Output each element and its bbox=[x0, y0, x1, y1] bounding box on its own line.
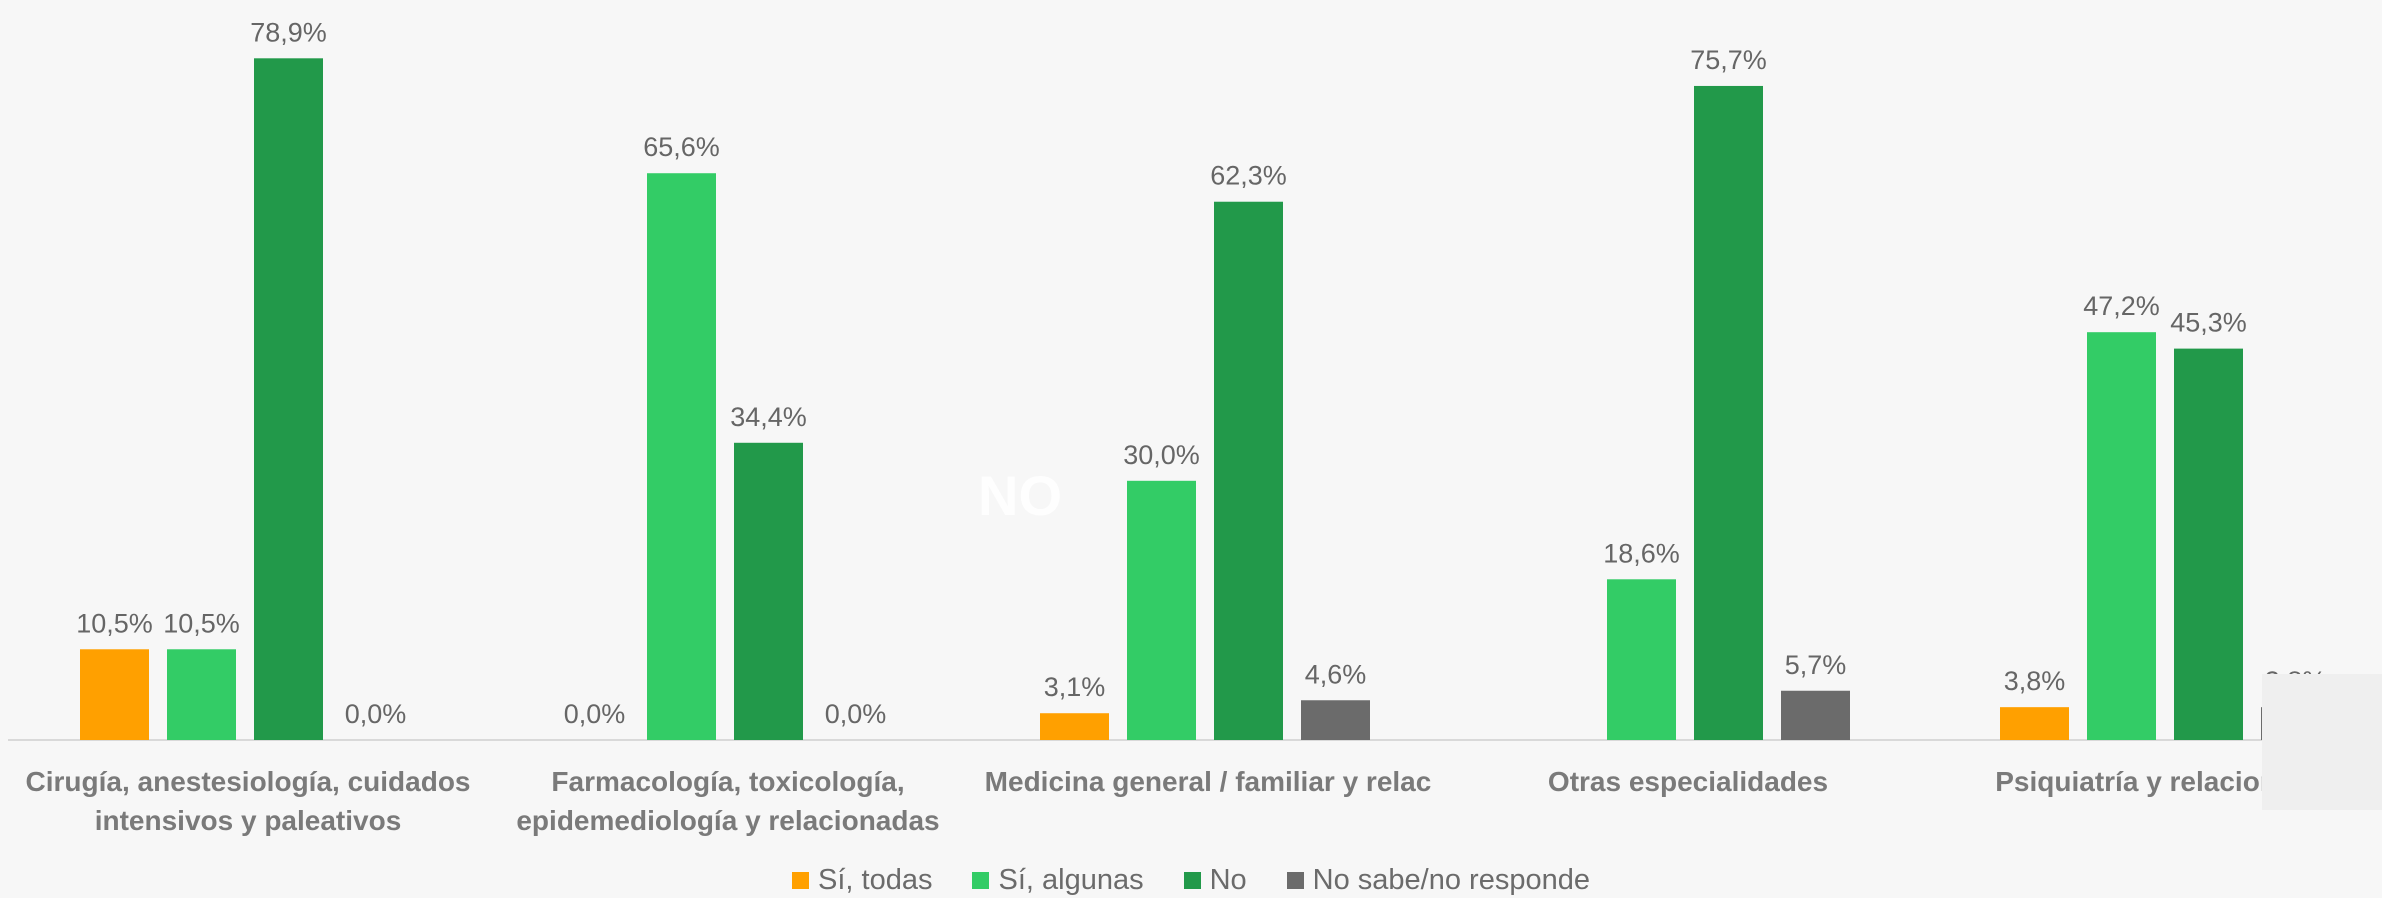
bar-2-0 bbox=[1040, 713, 1109, 740]
bar-2-3 bbox=[1301, 700, 1370, 740]
legend-label-no: No bbox=[1209, 863, 1247, 896]
data-label-4-1: 47,2% bbox=[2083, 291, 2160, 321]
data-label-2-1: 30,0% bbox=[1123, 440, 1200, 470]
data-label-1-0: 0,0% bbox=[564, 699, 626, 729]
data-label-0-3: 0,0% bbox=[345, 699, 407, 729]
data-label-0-0: 10,5% bbox=[76, 608, 153, 638]
category-label-1-1: epidemediología y relacionadas bbox=[516, 805, 939, 836]
data-label-0-1: 10,5% bbox=[163, 608, 240, 638]
bar-1-1 bbox=[647, 173, 716, 740]
legend-label-si-algunas: Sí, algunas bbox=[998, 863, 1144, 896]
data-label-4-0: 3,8% bbox=[2004, 666, 2066, 696]
bar-4-1 bbox=[2087, 332, 2156, 740]
chart-legend: Sí, todas Sí, algunas No No sabe/no resp… bbox=[0, 862, 2382, 898]
bar-2-2 bbox=[1214, 201, 1283, 740]
bar-3-2 bbox=[1694, 85, 1763, 740]
bar-4-2 bbox=[2174, 348, 2243, 740]
data-label-2-0: 3,1% bbox=[1044, 672, 1106, 702]
data-label-3-2: 75,7% bbox=[1690, 45, 1767, 75]
legend-swatch-ns-nr bbox=[1286, 871, 1304, 889]
legend-item-no: No bbox=[1183, 863, 1247, 897]
legend-item-si-algunas: Sí, algunas bbox=[972, 863, 1144, 897]
legend-item-si-todas: Sí, todas bbox=[792, 864, 932, 897]
legend-label-ns-nr: No sabe/no responde bbox=[1312, 863, 1590, 896]
category-label-2-0: Medicina general / familiar y relac bbox=[985, 766, 1432, 797]
bar-1-2 bbox=[734, 442, 803, 740]
data-label-1-2: 34,4% bbox=[730, 402, 807, 432]
legend-swatch-no bbox=[1183, 871, 1201, 889]
corner-shade bbox=[2262, 674, 2382, 810]
watermark-text: NO bbox=[978, 464, 1062, 527]
category-label-3-0: Otras especialidades bbox=[1548, 766, 1828, 797]
legend-swatch-si-todas bbox=[792, 871, 810, 889]
bar-3-3 bbox=[1781, 690, 1850, 740]
legend-label-si-todas: Sí, todas bbox=[818, 863, 933, 896]
data-label-4-2: 45,3% bbox=[2170, 308, 2247, 338]
data-label-2-2: 62,3% bbox=[1210, 161, 1287, 191]
data-label-2-3: 4,6% bbox=[1305, 659, 1367, 689]
bar-0-0 bbox=[80, 649, 149, 740]
data-label-0-2: 78,9% bbox=[250, 17, 327, 47]
legend-swatch-si-algunas bbox=[972, 871, 990, 889]
legend-item-ns-nr: No sabe/no responde bbox=[1286, 863, 1590, 897]
data-label-3-1: 18,6% bbox=[1603, 538, 1680, 568]
category-label-1-0: Farmacología, toxicología, bbox=[551, 766, 904, 797]
bar-4-0 bbox=[2000, 707, 2069, 740]
data-label-1-3: 0,0% bbox=[825, 699, 887, 729]
category-label-0-0: Cirugía, anestesiología, cuidados bbox=[26, 766, 471, 797]
bar-0-2 bbox=[254, 58, 323, 740]
bar-0-1 bbox=[167, 649, 236, 740]
category-label-0-1: intensivos y paleativos bbox=[95, 805, 402, 836]
bar-2-1 bbox=[1127, 480, 1196, 740]
data-label-3-3: 5,7% bbox=[1785, 650, 1847, 680]
data-label-1-1: 65,6% bbox=[643, 132, 720, 162]
bar-3-1 bbox=[1607, 579, 1676, 740]
